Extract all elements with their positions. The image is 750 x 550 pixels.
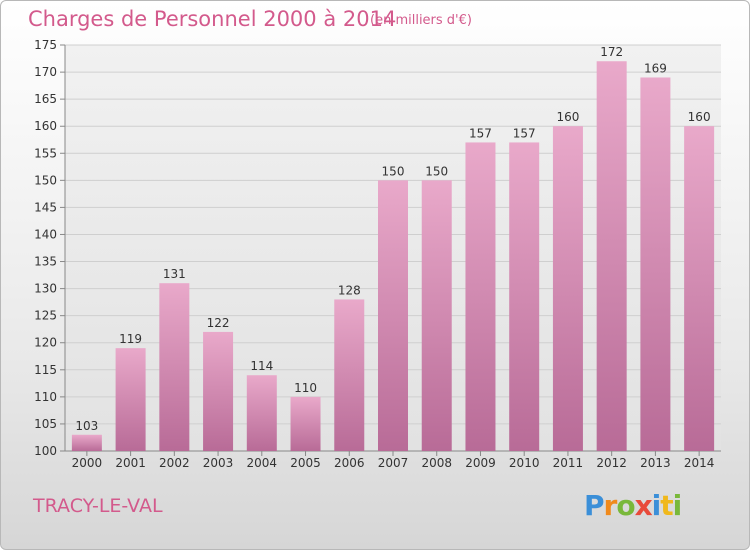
data-label: 169: [644, 61, 667, 75]
data-label: 157: [469, 126, 492, 140]
logo-letter: i: [672, 489, 683, 522]
bar: [71, 434, 102, 451]
logo-letter: r: [603, 489, 618, 522]
x-tick-label: 2006: [334, 456, 365, 470]
bar: [640, 77, 671, 451]
data-label: 128: [338, 283, 361, 297]
y-tick-label: 105: [34, 417, 57, 431]
y-tick-label: 150: [34, 173, 57, 187]
logo-letter: t: [660, 489, 673, 522]
x-tick-label: 2010: [509, 456, 540, 470]
proxiti-logo: Proxiti: [584, 489, 683, 522]
y-tick-label: 100: [34, 444, 57, 458]
data-label: 150: [382, 164, 405, 178]
x-tick-label: 2014: [684, 456, 715, 470]
bar: [552, 126, 583, 451]
y-tick-label: 135: [34, 255, 57, 269]
y-tick-label: 160: [34, 119, 57, 133]
x-tick-label: 2002: [159, 456, 190, 470]
data-label: 103: [75, 419, 98, 433]
data-label: 110: [294, 381, 317, 395]
chart-subtitle: (en milliers d'€): [370, 13, 472, 28]
x-tick-label: 2003: [203, 456, 234, 470]
y-tick-label: 120: [34, 336, 57, 350]
data-label: 172: [600, 45, 623, 59]
x-tick-label: 2005: [290, 456, 321, 470]
y-tick-label: 170: [34, 65, 57, 79]
logo-letter: x: [634, 489, 653, 522]
place-name: TRACY-LE-VAL: [33, 495, 163, 517]
logo-letter: P: [584, 489, 605, 522]
y-tick-label: 145: [34, 200, 57, 214]
x-tick-label: 2001: [115, 456, 146, 470]
bar: [509, 142, 540, 451]
bar: [203, 331, 234, 451]
chart-title: Charges de Personnel 2000 à 2014: [28, 7, 397, 31]
data-label: 157: [513, 126, 536, 140]
logo-letter: o: [616, 489, 635, 522]
x-tick-label: 2013: [640, 456, 671, 470]
x-tick-label: 2009: [465, 456, 496, 470]
bar: [290, 396, 321, 451]
y-tick-label: 165: [34, 92, 57, 106]
data-label: 119: [119, 332, 142, 346]
data-label: 160: [556, 110, 579, 124]
y-tick-label: 140: [34, 227, 57, 241]
bar: [465, 142, 496, 451]
y-tick-label: 130: [34, 282, 57, 296]
bar: [684, 126, 715, 451]
bar: [421, 180, 452, 452]
logo-letter: i: [651, 489, 662, 522]
data-label: 160: [688, 110, 711, 124]
x-tick-label: 2012: [596, 456, 627, 470]
x-tick-label: 2011: [553, 456, 584, 470]
y-tick-label: 115: [34, 363, 57, 377]
x-tick-label: 2004: [247, 456, 278, 470]
x-tick-label: 2000: [72, 456, 103, 470]
y-tick-label: 110: [34, 390, 57, 404]
y-tick-label: 175: [34, 38, 57, 52]
bar: [596, 61, 627, 452]
bar: [378, 180, 408, 452]
bar: [115, 348, 146, 451]
x-tick-label: 2007: [378, 456, 409, 470]
data-label: 114: [250, 359, 273, 373]
data-label: 150: [425, 164, 448, 178]
bar: [246, 375, 277, 451]
data-label: 131: [163, 267, 186, 281]
x-tick-label: 2008: [421, 456, 452, 470]
data-label: 122: [207, 316, 230, 330]
bar: [159, 283, 190, 451]
y-tick-label: 125: [34, 309, 57, 323]
bar: [334, 299, 365, 451]
y-tick-label: 155: [34, 146, 57, 160]
